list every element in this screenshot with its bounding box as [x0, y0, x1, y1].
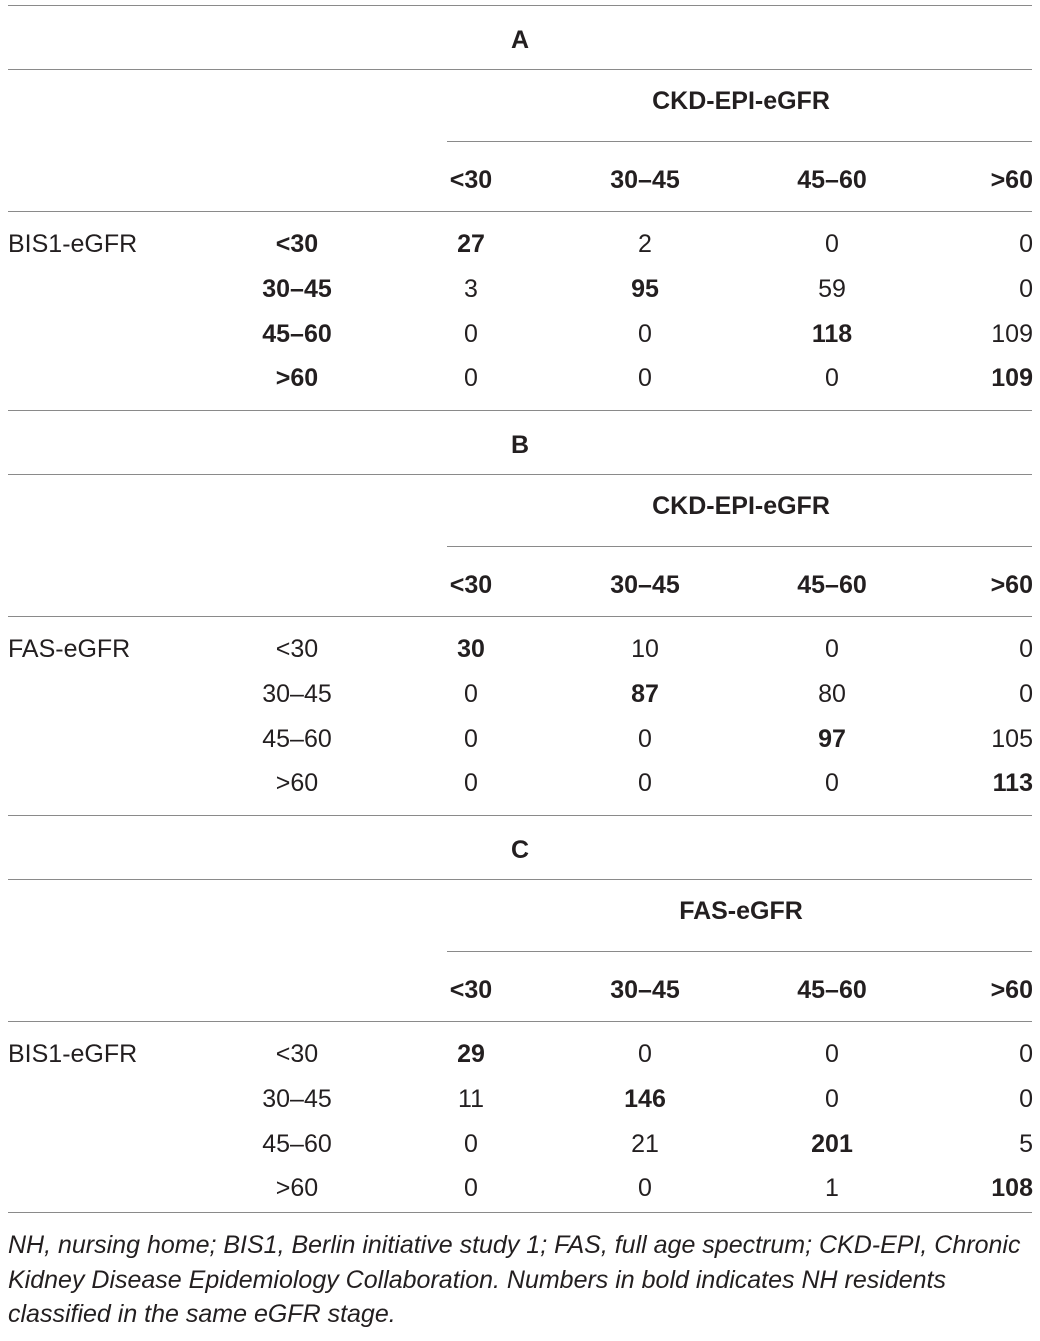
section-label: B: [510, 431, 530, 459]
column-group-header: CKD-EPI-eGFR: [652, 492, 830, 520]
row-label: 30–45: [262, 274, 332, 303]
table-cell: 0: [1019, 1084, 1033, 1113]
table-cell: 3: [464, 274, 478, 303]
table-cell: 10: [631, 635, 659, 663]
table-cell: 0: [1019, 679, 1033, 708]
row-label: >60: [275, 1174, 319, 1203]
table-cell: 27: [457, 230, 485, 258]
row-label: >60: [275, 769, 319, 798]
row-group-label: BIS1-eGFR: [8, 230, 138, 258]
table-cell: 0: [825, 1040, 839, 1068]
row-label: 30–45: [262, 679, 332, 708]
table-cell: 105: [991, 724, 1033, 753]
table-cell: 0: [638, 364, 652, 393]
table-cell: 0: [638, 724, 652, 753]
table-cell: 0: [464, 724, 478, 753]
column-header: <30: [449, 976, 493, 1004]
table-cell: 0: [1019, 230, 1033, 258]
table-footnote: NH, nursing home; BIS1, Berlin initiativ…: [8, 1231, 1021, 1328]
row-group-label: FAS-eGFR: [8, 635, 131, 663]
table-cell: 0: [464, 769, 478, 798]
row-label: 30–45: [262, 1084, 332, 1113]
table-cell: 0: [1019, 635, 1033, 663]
row-label: 45–60: [262, 1129, 332, 1158]
table-cell: 108: [991, 1174, 1033, 1203]
row-label: 45–60: [262, 724, 332, 753]
row-group-label: BIS1-eGFR: [8, 1040, 138, 1068]
section-label-rule: [8, 474, 1032, 475]
table-cell: 0: [825, 635, 839, 663]
table-cell: 95: [631, 274, 659, 303]
section-top-rule: [8, 410, 1032, 411]
table-cell: 109: [991, 364, 1033, 393]
table-cell: 0: [464, 1129, 478, 1158]
row-label: <30: [275, 230, 319, 258]
table-cell: 59: [818, 274, 846, 303]
table-cell: 0: [1019, 1040, 1033, 1068]
table-cell: 201: [811, 1129, 853, 1158]
table-cell: 30: [457, 635, 485, 663]
table-cell: 0: [464, 364, 478, 393]
table-cell: 2: [638, 230, 652, 258]
table-cell: 109: [991, 319, 1033, 348]
table-cell: 0: [825, 769, 839, 798]
table-cell: 0: [464, 679, 478, 708]
row-label: <30: [275, 635, 319, 663]
column-group-header: CKD-EPI-eGFR: [652, 87, 830, 115]
column-header: >60: [990, 976, 1033, 1004]
column-header: 30–45: [610, 571, 680, 599]
row-label: <30: [275, 1040, 319, 1068]
section-label-rule: [8, 879, 1032, 880]
section-top-rule: [8, 815, 1032, 816]
section-top-rule: [8, 5, 1032, 6]
table-cell: 0: [638, 769, 652, 798]
header-bottom-rule: [8, 211, 1032, 212]
table-cell: 1: [825, 1174, 839, 1203]
table-cell: 0: [464, 319, 478, 348]
table-cell: 0: [638, 319, 652, 348]
table-cell: 5: [1019, 1129, 1033, 1158]
table-cell: 80: [818, 679, 846, 708]
section-label: C: [510, 836, 530, 864]
table-cell: 0: [825, 230, 839, 258]
column-header: 45–60: [797, 166, 867, 194]
table-cell: 146: [624, 1084, 666, 1113]
row-label: >60: [275, 364, 319, 393]
column-header: >60: [990, 571, 1033, 599]
column-group-header: FAS-eGFR: [679, 897, 803, 925]
column-header: 45–60: [797, 976, 867, 1004]
table-cell: 118: [811, 319, 853, 348]
table-cell: 87: [631, 679, 659, 708]
column-group-rule: [447, 141, 1032, 142]
section-label-rule: [8, 69, 1032, 70]
table-cell: 0: [638, 1040, 652, 1068]
column-header: 30–45: [610, 976, 680, 1004]
table-cell: 0: [464, 1174, 478, 1203]
header-bottom-rule: [8, 1021, 1032, 1022]
header-bottom-rule: [8, 616, 1032, 617]
row-label: 45–60: [262, 319, 332, 348]
table-cell: 29: [457, 1040, 485, 1068]
column-header: 45–60: [797, 571, 867, 599]
column-header: <30: [449, 571, 493, 599]
table-cell: 0: [638, 1174, 652, 1203]
table-cell: 11: [458, 1084, 484, 1113]
table-cell: 0: [825, 364, 839, 393]
table-cell: 0: [825, 1084, 839, 1113]
column-header: >60: [990, 166, 1033, 194]
table-bottom-rule: [8, 1212, 1032, 1213]
table-cell: 21: [631, 1129, 659, 1158]
section-label: A: [510, 26, 530, 54]
column-header: 30–45: [610, 166, 680, 194]
table-cell: 97: [818, 724, 846, 753]
column-group-rule: [447, 951, 1032, 952]
table-cell: 113: [992, 769, 1033, 798]
table-cell: 0: [1019, 274, 1033, 303]
column-header: <30: [449, 166, 493, 194]
column-group-rule: [447, 546, 1032, 547]
